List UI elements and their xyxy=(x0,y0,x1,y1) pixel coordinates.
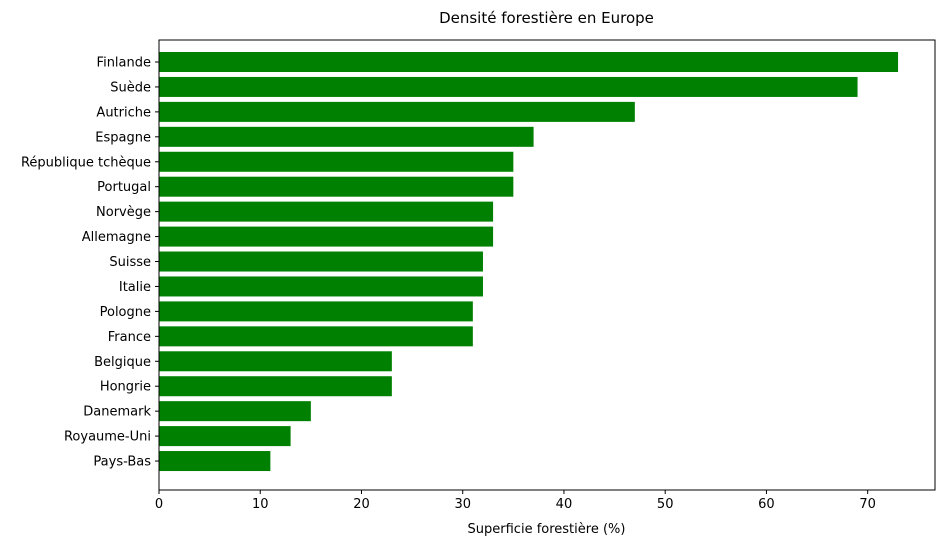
bar xyxy=(159,76,858,97)
x-tick-label: 10 xyxy=(252,497,269,512)
bar xyxy=(159,301,473,322)
bar xyxy=(159,52,899,72)
bar xyxy=(159,376,392,397)
y-tick-label: République tchèque xyxy=(21,155,151,170)
bar xyxy=(159,201,494,222)
x-axis-label: Superficie forestière (%) xyxy=(468,522,626,537)
y-tick-label: Danemark xyxy=(83,405,151,420)
bar xyxy=(159,226,494,247)
bar xyxy=(159,401,311,422)
x-tick-label: 40 xyxy=(556,497,573,512)
y-tick-label: Suisse xyxy=(109,255,151,270)
y-tick-label: Royaume-Uni xyxy=(64,430,151,445)
y-tick-label: Allemagne xyxy=(82,230,151,245)
bar xyxy=(159,151,514,172)
bar xyxy=(159,126,534,147)
x-tick-label: 0 xyxy=(155,497,163,512)
y-tick-label: Espagne xyxy=(95,130,151,145)
x-axis-ticks: 0 10 20 30 40 50 60 70 xyxy=(155,490,876,512)
x-tick-label: 50 xyxy=(657,497,674,512)
y-tick-label: Belgique xyxy=(94,355,151,370)
x-tick-label: 60 xyxy=(758,497,775,512)
y-tick-label: Suède xyxy=(110,80,151,95)
bar xyxy=(159,451,271,472)
y-tick-label: Finlande xyxy=(97,56,151,71)
bar xyxy=(159,276,483,297)
y-tick-label: Pays-Bas xyxy=(93,455,151,470)
y-axis-ticks: Finlande Suède Autriche Espagne République t… xyxy=(21,56,159,470)
bar xyxy=(159,251,483,272)
x-tick-label: 70 xyxy=(859,497,876,512)
bars-layer xyxy=(159,52,899,472)
y-tick-label: Portugal xyxy=(97,180,151,195)
bar xyxy=(159,101,635,122)
y-tick-label: France xyxy=(108,330,151,345)
bar xyxy=(159,426,291,447)
y-tick-label: Hongrie xyxy=(100,380,151,395)
x-tick-label: 20 xyxy=(353,497,370,512)
y-tick-label: Autriche xyxy=(96,105,151,120)
chart-title: Densité forestière en Europe xyxy=(439,9,654,27)
y-tick-label: Pologne xyxy=(100,305,151,320)
plot-frame xyxy=(158,39,936,491)
y-tick-label: Norvège xyxy=(96,205,151,220)
bar xyxy=(159,351,392,372)
x-tick-label: 30 xyxy=(454,497,471,512)
y-tick-label: Italie xyxy=(119,280,151,295)
bar xyxy=(159,326,473,347)
bar xyxy=(159,176,514,197)
